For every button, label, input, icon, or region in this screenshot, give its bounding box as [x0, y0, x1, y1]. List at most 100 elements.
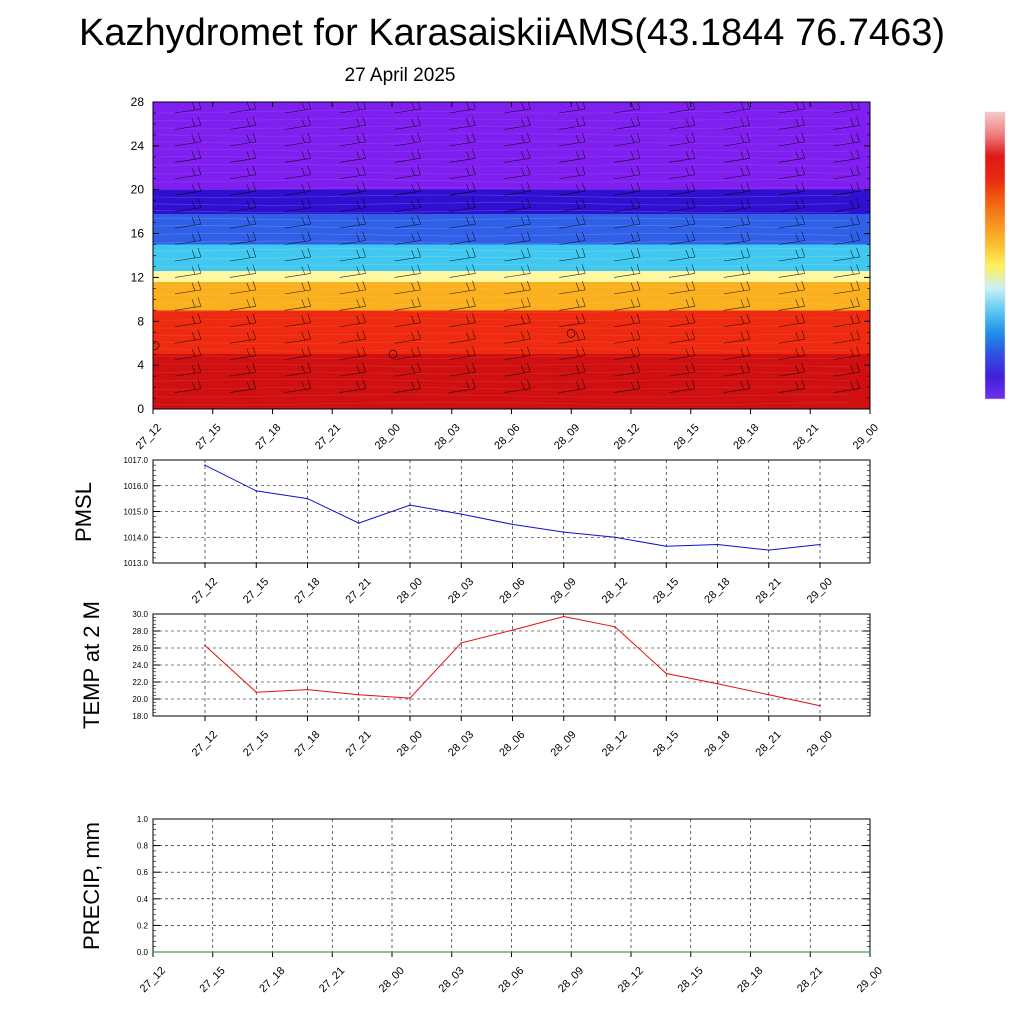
x-tick-label: 27_15 — [198, 965, 228, 995]
wind-barb — [449, 165, 476, 180]
wind-barb — [449, 247, 476, 262]
wind-barb — [778, 379, 805, 393]
wind-barb — [284, 102, 312, 114]
wind-barb — [504, 231, 531, 245]
pmsl-panel: 1013.0 1014.0 1015.0 1016.0 1017.0 27_12 27_15… — [71, 456, 871, 606]
data-point — [391, 951, 393, 953]
x-tick-label: 28_06 — [497, 729, 527, 759]
data-point — [562, 531, 565, 533]
precip-panel: 0.0 0.2 0.4 0.6 0.8 1.0 27_12 27_15 27_18 27_21 28… — [79, 815, 885, 995]
wind-barb — [174, 215, 202, 229]
data-point — [271, 951, 274, 953]
contour-line — [153, 348, 850, 352]
wind-barb — [504, 215, 531, 229]
wind-barb — [833, 215, 860, 229]
x-tick-label: 28_12 — [600, 729, 630, 759]
wind-barb — [833, 116, 860, 130]
y-tick-label: 22.0 — [132, 678, 148, 687]
wind-barb — [559, 247, 586, 262]
wind-barb — [229, 149, 257, 163]
data-point — [819, 543, 821, 546]
y-tick-label: 0.0 — [137, 948, 149, 957]
wind-barb — [778, 102, 805, 114]
wind-barb — [229, 182, 257, 196]
data-point — [204, 644, 206, 647]
wind-barb — [559, 116, 586, 130]
wind-barb — [394, 198, 421, 212]
wind-barb — [174, 280, 202, 295]
data-point — [306, 497, 309, 500]
y-tick-label: 8 — [137, 314, 144, 328]
x-tick-label: 28_21 — [795, 965, 825, 995]
x-tick-label: 28_00 — [373, 422, 403, 452]
wind-barb — [394, 247, 421, 262]
contour-line — [153, 279, 850, 283]
wind-barb — [668, 280, 696, 295]
x-tick-label: 28_00 — [395, 729, 425, 759]
x-tick-label: 28_15 — [676, 965, 706, 995]
page-title: Kazhydromet for KarasaiskiiAMS(43.1844 7… — [78, 12, 945, 54]
wind-barb — [614, 264, 641, 278]
wind-barb — [559, 280, 586, 295]
wind-barb — [174, 313, 202, 328]
wind-barb — [284, 132, 312, 147]
wind-barb — [614, 379, 641, 393]
wind-barb — [833, 165, 860, 180]
wind-barb — [668, 182, 696, 196]
x-tick-label: 28_15 — [672, 422, 702, 452]
data-point — [510, 951, 513, 953]
wind-barb — [614, 116, 641, 130]
wind-barb — [394, 132, 421, 147]
wind-barb — [174, 102, 202, 114]
data-point — [665, 672, 668, 675]
wind-barb — [723, 363, 751, 377]
data-point — [630, 951, 632, 953]
contour-line — [153, 117, 849, 122]
contour-line — [153, 325, 849, 329]
wind-barb — [394, 116, 421, 130]
x-tick-label: 27_12 — [190, 729, 220, 759]
wind-barb — [614, 313, 641, 328]
contour-line — [153, 171, 850, 175]
contour-line — [153, 194, 850, 198]
wind-barb — [668, 363, 696, 377]
wind-barb — [504, 182, 531, 196]
data-point — [819, 705, 821, 707]
wind-barb — [614, 165, 641, 180]
wind-barb — [449, 313, 476, 328]
wind-barb — [449, 330, 476, 344]
wind-barb — [504, 297, 531, 311]
data-point — [614, 625, 616, 628]
contour-line — [153, 256, 849, 260]
wind-barb — [229, 247, 257, 262]
x-tick-label: 27_21 — [317, 965, 347, 995]
wind-barb — [449, 231, 476, 245]
wind-barb — [668, 379, 696, 393]
wind-barb — [504, 165, 531, 180]
y-tick-label: 1015.0 — [124, 508, 149, 517]
wind-barb — [174, 165, 202, 180]
x-tick-label: 28_18 — [702, 576, 732, 606]
wind-barb — [174, 182, 202, 196]
data-point — [562, 615, 565, 618]
wind-barb — [339, 363, 366, 377]
wind-barb — [614, 280, 641, 295]
wind-barb — [833, 330, 860, 344]
wind-barb — [559, 363, 586, 377]
data-point — [409, 697, 411, 699]
y-tick-label: 0.2 — [137, 921, 149, 930]
wind-barb — [394, 231, 421, 245]
wind-barb — [449, 264, 476, 278]
y-axis-label: PRECIP, mm — [79, 822, 104, 950]
wind-barb — [229, 264, 257, 278]
y-tick-label: 20.0 — [132, 695, 148, 704]
contour-line — [153, 179, 850, 183]
wind-barb — [394, 297, 421, 311]
wind-barb — [778, 297, 805, 311]
x-tick-label: 27_12 — [190, 576, 220, 606]
wind-barb — [339, 149, 366, 163]
x-tick-label: 28_09 — [552, 422, 582, 452]
data-point — [460, 642, 463, 644]
wind-barb — [504, 116, 531, 130]
wind-barb — [668, 346, 696, 360]
